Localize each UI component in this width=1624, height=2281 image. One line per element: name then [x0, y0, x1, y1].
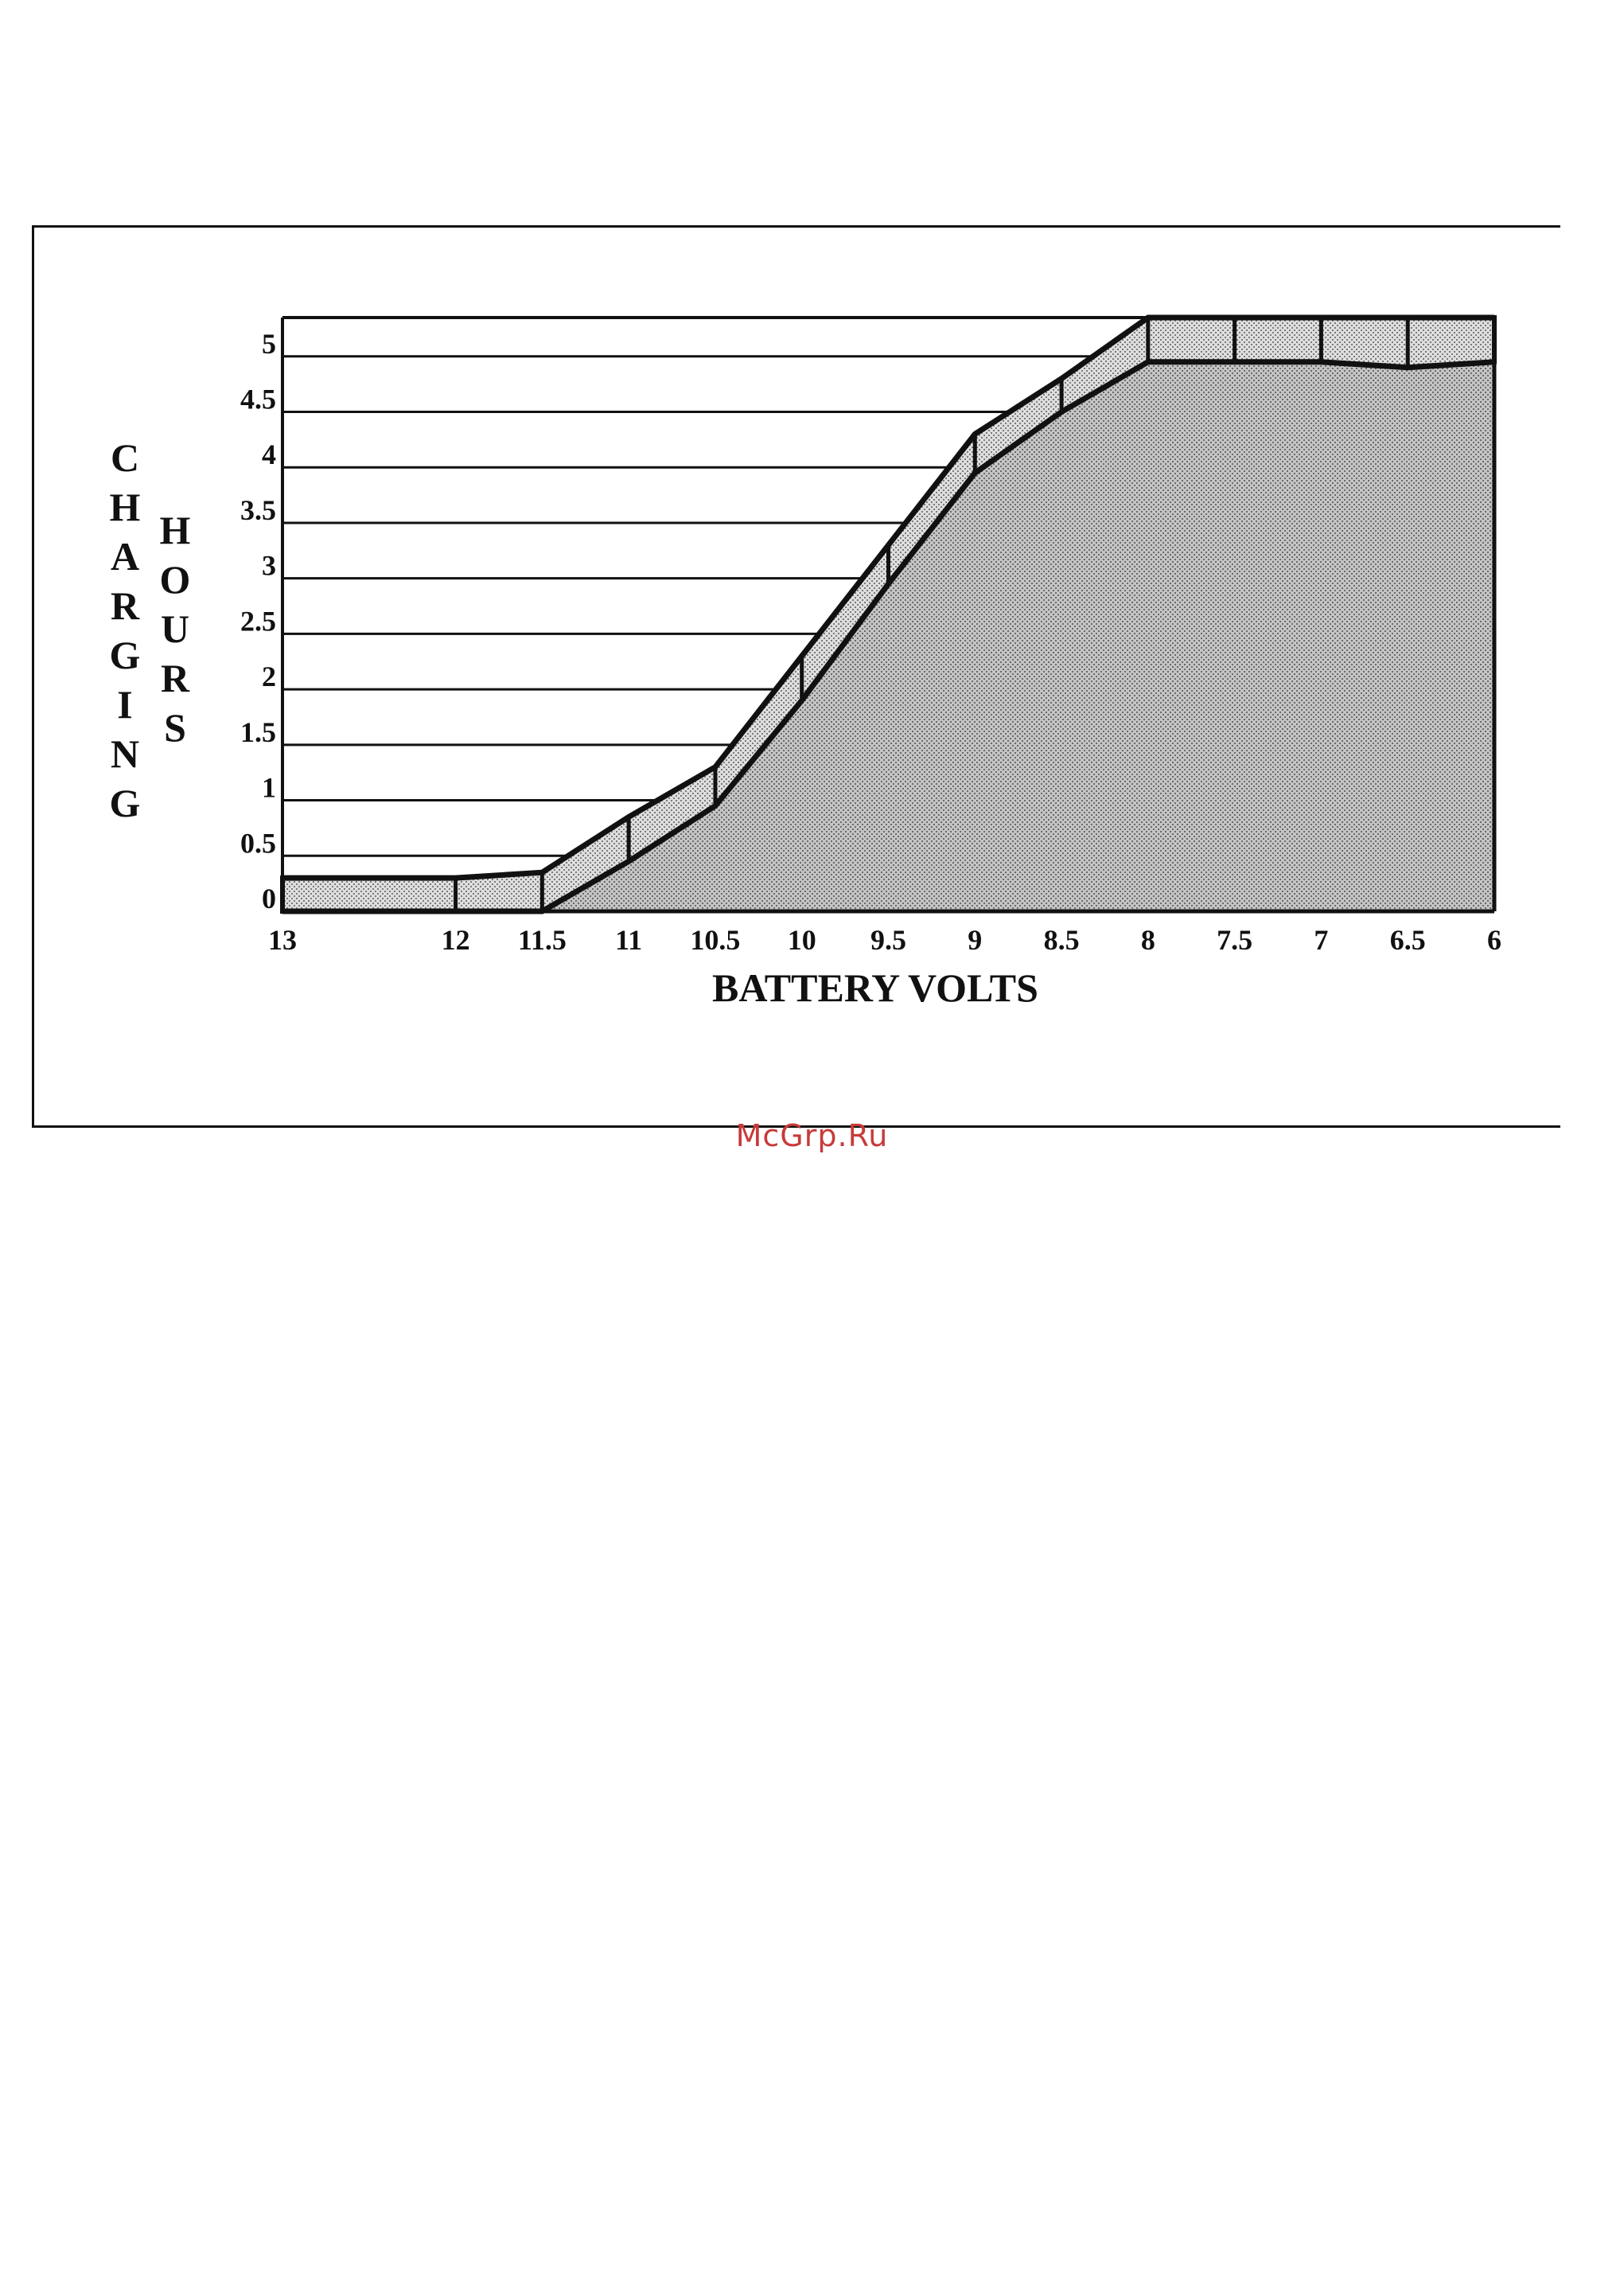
- shaded-area-below: [282, 361, 1494, 911]
- x-tick-label-6: 6: [1487, 924, 1501, 956]
- x-tick-label-13: 13: [268, 924, 297, 956]
- x-tick-label-11.5: 11.5: [518, 924, 567, 956]
- x-tick-label-10.5: 10.5: [690, 924, 740, 956]
- y-tick-label-0.5: 0.5: [240, 827, 276, 859]
- y-title-charging-letter-2: A: [111, 534, 139, 579]
- y-tick-label-0: 0: [262, 883, 276, 914]
- y-tick-label-3.5: 3.5: [240, 494, 276, 526]
- x-tick-label-6.5: 6.5: [1390, 924, 1426, 956]
- y-title-hours-letter-0: H: [160, 508, 191, 552]
- y-title-hours-letter-4: S: [164, 705, 186, 750]
- y-tick-label-2.5: 2.5: [240, 605, 276, 637]
- y-title-hours-letter-3: R: [161, 656, 190, 700]
- x-tick-label-9: 9: [968, 924, 982, 956]
- y-title-hours-letter-1: O: [160, 557, 191, 602]
- y-title-charging-letter-0: C: [111, 435, 139, 480]
- y-title-charging-letter-3: R: [111, 583, 140, 628]
- x-tick-label-10: 10: [788, 924, 816, 956]
- chart-frame: [32, 225, 1560, 1128]
- y-title-charging-letter-4: G: [110, 633, 141, 677]
- y-tick-label-1: 1: [262, 772, 276, 804]
- y-title-charging-letter-1: H: [110, 485, 141, 529]
- y-tick-label-3: 3: [262, 550, 276, 582]
- x-tick-label-7.5: 7.5: [1217, 924, 1252, 956]
- watermark: McGrp.Ru: [735, 1118, 889, 1153]
- y-tick-label-2: 2: [262, 661, 276, 692]
- y-tick-label-1.5: 1.5: [240, 716, 276, 748]
- y-title-charging-letter-6: N: [111, 731, 139, 776]
- x-tick-label-11: 11: [615, 924, 642, 956]
- y-tick-label-4.5: 4.5: [240, 384, 276, 415]
- x-axis-title: BATTERY VOLTS: [712, 965, 1038, 1010]
- y-tick-label-4: 4: [262, 439, 276, 470]
- y-title-charging-letter-7: G: [110, 781, 141, 825]
- lower-boundary-line: [282, 359, 1495, 914]
- x-tick-label-7: 7: [1314, 924, 1328, 956]
- y-tick-label-5: 5: [262, 328, 276, 360]
- x-tick-label-8.5: 8.5: [1044, 924, 1080, 956]
- x-tick-label-12: 12: [442, 924, 470, 956]
- x-tick-label-9.5: 9.5: [870, 924, 906, 956]
- area-layer: [280, 314, 1497, 914]
- x-tick-label-8: 8: [1141, 924, 1155, 956]
- y-title-hours-letter-2: U: [161, 606, 189, 651]
- y-title-charging-letter-5: I: [117, 682, 132, 727]
